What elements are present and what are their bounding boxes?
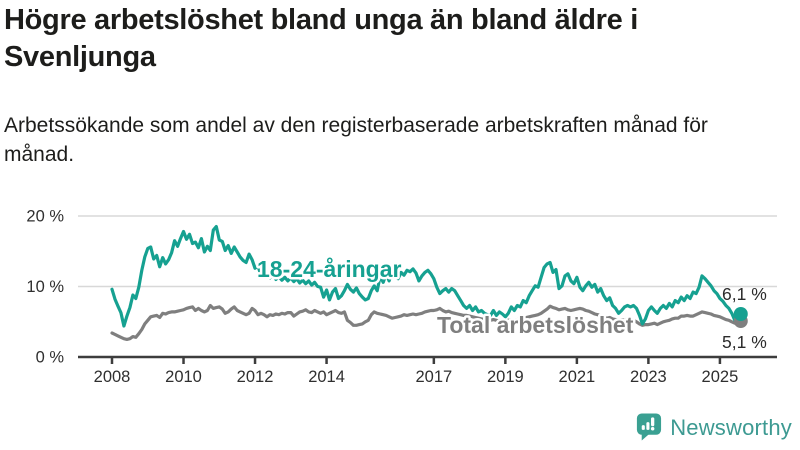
total-series-label: Total arbetslöshet (437, 312, 634, 338)
x-tick-label: 2017 (415, 368, 452, 386)
page-title: Högre arbetslöshet bland unga än bland ä… (4, 4, 638, 73)
youth-series-line (110, 225, 743, 328)
x-tick-label: 2012 (237, 368, 274, 386)
newsworthy-logo-icon (637, 413, 662, 441)
total-series-line (110, 303, 743, 341)
chart-subtitle: Arbetssökande som andel av den registerb… (4, 114, 708, 166)
newsworthy-logo: Newsworthy (634, 412, 792, 443)
youth-series-label: 18-24-åringar (257, 256, 402, 282)
y-tick-label: 20 % (26, 208, 64, 226)
total-end-value-label: 5,1 % (722, 332, 767, 352)
youth-end-value-label: 6,1 % (722, 284, 767, 304)
youth-end-dot (733, 306, 748, 321)
y-tick-label: 10 % (26, 278, 64, 296)
x-tick-label: 2019 (487, 368, 524, 386)
x-tick-label: 2023 (630, 368, 667, 386)
x-tick-label: 2021 (559, 368, 596, 386)
newsworthy-logo-text: Newsworthy (670, 414, 792, 440)
x-tick-label: 2008 (94, 368, 131, 386)
y-tick-label: 0 % (36, 349, 65, 367)
x-tick-label: 2010 (165, 368, 202, 386)
x-tick-label: 2014 (308, 368, 345, 386)
x-tick-label: 2025 (702, 368, 739, 386)
